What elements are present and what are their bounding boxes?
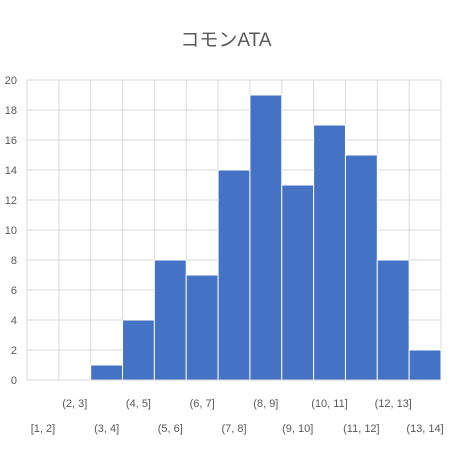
bar (344, 154, 378, 381)
y-tick-label: 4 (11, 315, 17, 327)
bar (122, 319, 155, 381)
x-tick-label: (4, 5] (126, 398, 151, 410)
y-tick-label: 16 (5, 135, 17, 147)
x-tick-label: (12, 13] (375, 398, 412, 410)
x-tick-label: (3, 4] (94, 423, 119, 435)
y-tick-label: 8 (11, 255, 17, 267)
bar (376, 259, 410, 381)
y-tick-label: 6 (11, 285, 17, 297)
bar (249, 94, 283, 381)
y-axis-tick-labels: 0 2 4 6 8 10 12 14 16 18 20 (5, 75, 17, 387)
y-tick-label: 14 (5, 165, 17, 177)
bar (217, 169, 251, 381)
bar (408, 349, 442, 381)
x-tick-label: (5, 6] (158, 423, 183, 435)
chart-title: コモンATA (180, 30, 271, 51)
y-tick-label: 0 (11, 375, 17, 387)
bar (281, 184, 315, 381)
bar (90, 364, 124, 381)
y-tick-label: 18 (5, 105, 17, 117)
x-tick-label: (2, 3] (62, 398, 87, 410)
y-tick-label: 12 (5, 195, 17, 207)
x-tick-label: (6, 7] (190, 398, 215, 410)
x-tick-label: (11, 12] (343, 423, 380, 435)
bar (153, 259, 187, 381)
x-tick-label: (10, 11] (311, 398, 348, 410)
x-tick-label: (13, 14] (406, 423, 443, 435)
y-tick-label: 2 (11, 345, 17, 357)
bars (90, 94, 442, 381)
x-axis-tick-labels: [1, 2] (2, 3] (3, 4] (4, 5] (5, 6] (6, 7] (7, … (31, 398, 444, 435)
bar (313, 124, 346, 381)
x-tick-label: (7, 8] (221, 423, 246, 435)
x-tick-label: (8, 9] (253, 398, 278, 410)
bar (185, 274, 219, 381)
y-tick-label: 10 (5, 225, 17, 237)
y-tick-label: 20 (5, 75, 17, 87)
x-tick-label: (9, 10] (282, 423, 313, 435)
x-tick-label: [1, 2] (31, 423, 55, 435)
